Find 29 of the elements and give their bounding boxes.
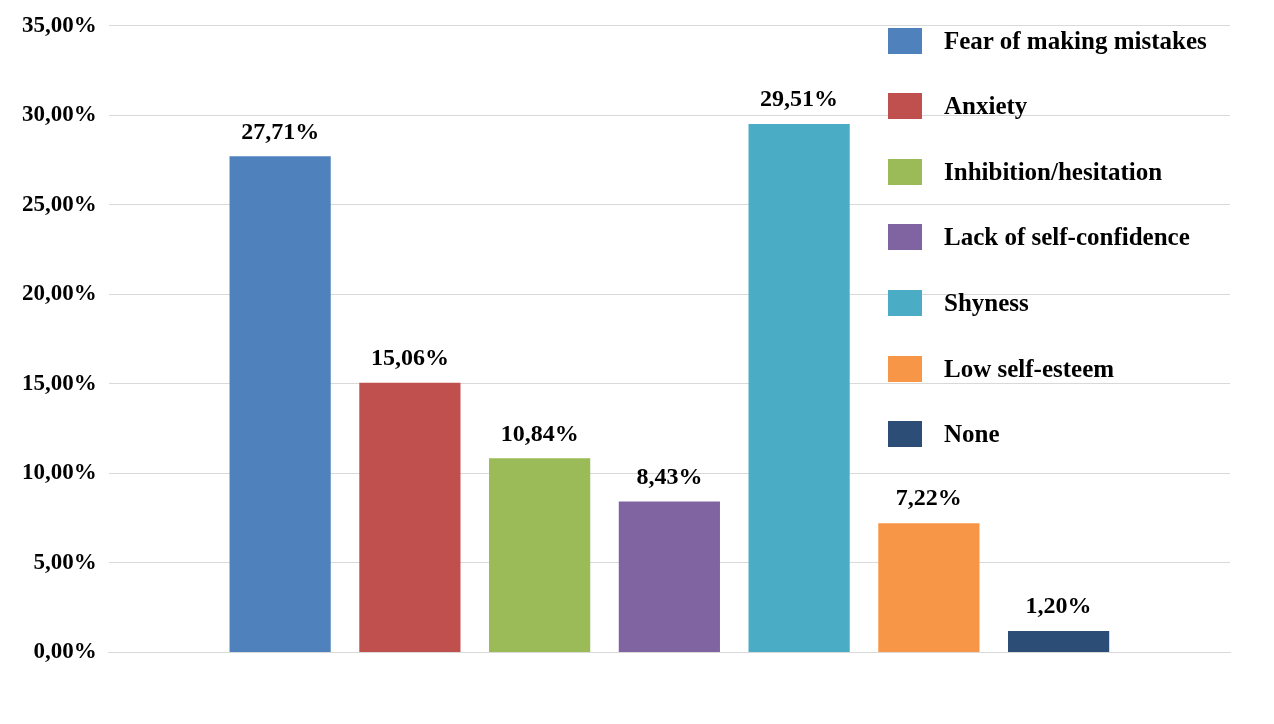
- data-label: 15,06%: [370, 343, 449, 370]
- bar: [1008, 630, 1110, 652]
- bar: [618, 501, 720, 652]
- legend-label: None: [944, 420, 1000, 449]
- legend-label: Anxiety: [944, 92, 1028, 121]
- y-tick-label: 5,00%: [33, 548, 97, 574]
- y-tick-label: 10,00%: [22, 459, 97, 485]
- legend-label: Lack of self-confidence: [944, 223, 1190, 252]
- data-label: 1,20%: [1025, 592, 1092, 619]
- y-tick-label: 0,00%: [33, 638, 97, 664]
- data-label: 7,22%: [895, 484, 962, 511]
- legend-label: Fear of making mistakes: [944, 26, 1207, 55]
- bar: [229, 156, 331, 652]
- y-tick-label: 25,00%: [22, 190, 97, 216]
- y-tick-label: 15,00%: [22, 369, 97, 395]
- legend-label: Shyness: [944, 288, 1029, 317]
- bar: [359, 382, 461, 652]
- data-label: 8,43%: [636, 462, 703, 489]
- data-label: 27,71%: [241, 117, 320, 144]
- legend-label: Inhibition/hesitation: [944, 157, 1163, 186]
- bar: [878, 523, 980, 652]
- bar: [748, 124, 850, 652]
- y-tick-label: 30,00%: [22, 101, 97, 127]
- legend-label: Low self-esteem: [944, 354, 1115, 383]
- y-tick-label: 35,00%: [22, 11, 97, 37]
- data-label: 29,51%: [760, 85, 839, 112]
- data-label: 10,84%: [500, 419, 579, 446]
- y-tick-label: 20,00%: [22, 280, 97, 306]
- bar: [489, 458, 591, 652]
